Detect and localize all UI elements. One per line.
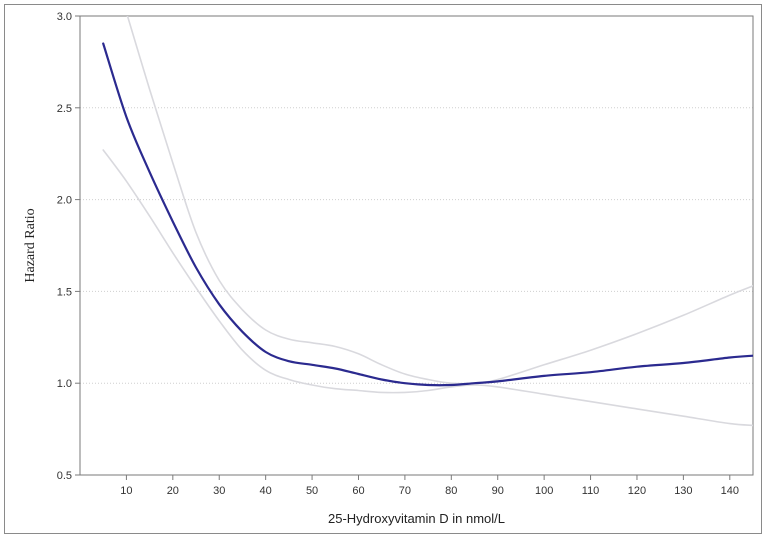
x-tick-label: 140 [721, 485, 739, 497]
x-axis-title: 25-Hydroxyvitamin D in nmol/L [328, 511, 505, 526]
y-tick-label: 2.0 [57, 195, 72, 207]
lower-ci-line [102, 149, 753, 427]
x-tick-label: 90 [492, 485, 504, 497]
upper-ci-line [126, 16, 753, 385]
y-axis-title: Hazard Ratio [23, 208, 38, 282]
x-tick-label: 50 [306, 485, 318, 497]
x-tick-label: 80 [445, 485, 457, 497]
figure-frame [4, 4, 762, 534]
grid-lines [80, 107, 753, 384]
y-tick-label: 3.0 [57, 11, 72, 23]
x-tick-label: 60 [352, 485, 364, 497]
x-tick-label: 120 [628, 485, 646, 497]
x-tick-label: 110 [582, 485, 600, 497]
y-tick-label: 1.5 [57, 286, 72, 298]
x-tick-label: 20 [167, 485, 179, 497]
x-tick-label: 30 [213, 485, 225, 497]
hazard-ratio-line [102, 42, 753, 387]
axis-ticks: 0.5 1.0 1.5 2.0 2.5 3.0 10 20 30 40 50 60 70 80 90 100 1… [57, 11, 739, 497]
series-lines [102, 16, 753, 427]
x-tick-label: 70 [399, 485, 411, 497]
y-tick-label: 2.5 [57, 103, 72, 115]
x-tick-label: 10 [120, 485, 132, 497]
x-tick-label: 40 [260, 485, 272, 497]
x-tick-label: 100 [535, 485, 553, 497]
y-tick-label: 0.5 [57, 470, 72, 482]
x-tick-label: 130 [674, 485, 692, 497]
plot-area [79, 15, 754, 476]
y-tick-label: 1.0 [57, 378, 72, 390]
